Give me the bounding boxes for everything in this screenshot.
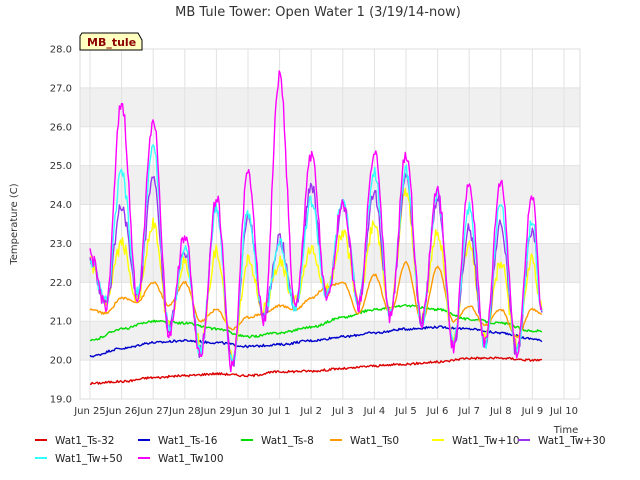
legend-entry: Wat1_Ts-8: [261, 435, 314, 447]
grid-band: [80, 87, 580, 127]
x-axis-label: Time: [553, 425, 578, 436]
y-tick-label: 24.0: [50, 200, 72, 211]
x-tick-label: Jul 5: [394, 406, 417, 417]
legend: Wat1_Ts-32 Wat1_Ts-16 Wat1_Ts-8 Wat1_Ts0 Wat…: [35, 435, 606, 465]
y-axis-label: Temperature (C): [9, 183, 20, 265]
legend-entry: Wat1_Tw100: [158, 453, 224, 465]
x-tick-label: Jun 26: [105, 406, 138, 417]
x-tick-label: Jul 7: [457, 406, 480, 417]
x-tick-label: Jul 8: [489, 406, 512, 417]
x-tick-label: Jul 4: [363, 406, 386, 417]
x-tick-label: Jul 9: [521, 406, 544, 417]
series-line: [89, 70, 543, 373]
station-tag-label: MB_tule: [87, 36, 136, 49]
x-axis-ticks: Jun 25 Jun 26 Jun 27 Jun 28 Jun 29 Jun 30 Jul …: [73, 406, 578, 417]
grid-band: [80, 165, 580, 205]
series-line: [89, 325, 543, 358]
y-tick-label: 25.0: [50, 161, 72, 172]
y-tick-label: 27.0: [50, 83, 72, 94]
legend-entry: Wat1_Ts-16: [158, 435, 218, 447]
legend-entry: Wat1_Tw+50: [55, 453, 123, 465]
x-tick-label: Jul 1: [268, 406, 291, 417]
y-tick-label: 23.0: [50, 239, 72, 250]
y-tick-label: 26.0: [50, 122, 72, 133]
plot-area-frame: [79, 48, 581, 400]
x-tick-label: Jun 29: [200, 406, 233, 417]
y-tick-label: 28.0: [50, 45, 72, 56]
legend-entry: Wat1_Tw+10: [452, 435, 520, 447]
y-tick-label: 20.0: [50, 356, 72, 367]
station-tag-box: [79, 32, 143, 51]
series-line: [89, 356, 543, 385]
grid-band: [80, 321, 580, 361]
x-tick-label: Jul 6: [426, 406, 449, 417]
x-tick-label: Jul 2: [299, 406, 322, 417]
x-tick-label: Jun 30: [231, 406, 264, 417]
x-tick-label: Jun 28: [168, 406, 201, 417]
series-lines: [89, 70, 543, 385]
legend-entry: Wat1_Tw+30: [538, 435, 606, 447]
station-tag: MB_tule: [79, 32, 143, 51]
x-tick-label: Jul 3: [331, 406, 354, 417]
x-tick-label: Jun 27: [136, 406, 169, 417]
legend-entry: Wat1_Ts0: [350, 435, 399, 447]
y-tick-label: 22.0: [50, 278, 72, 289]
y-tick-label: 19.0: [50, 395, 72, 406]
legend-entry: Wat1_Ts-32: [55, 435, 115, 447]
chart-title: MB Tule Tower: Open Water 1 (3/19/14-now…: [175, 5, 461, 20]
series-line: [89, 303, 543, 342]
x-tick-label: Jul 10: [549, 406, 578, 417]
x-tick-label: Jun 25: [73, 406, 106, 417]
alternating-bands: [80, 87, 580, 361]
y-axis-ticks: 19.0 20.0 21.0 22.0 23.0 24.0 25.0 26.0 27.0 28.0: [50, 45, 72, 406]
y-tick-label: 21.0: [50, 317, 72, 328]
